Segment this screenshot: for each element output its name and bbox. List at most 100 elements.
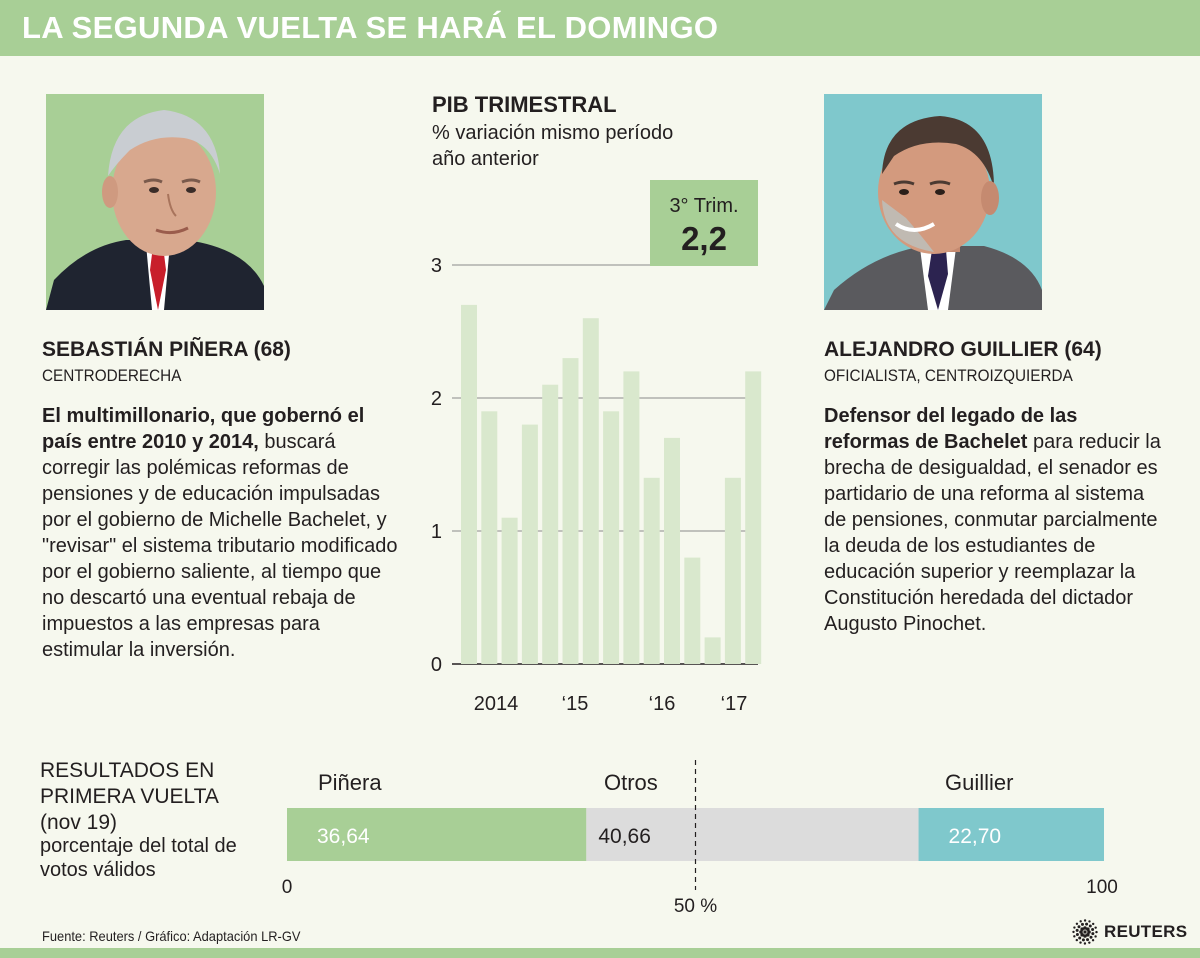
gdp-bar-3 (501, 517, 518, 664)
reuters-dot (1088, 924, 1092, 928)
reuters-dot (1075, 938, 1079, 942)
reuters-dots-icon (1072, 919, 1098, 945)
reuters-logo: REUTERS (1072, 919, 1187, 945)
reuters-dot (1079, 920, 1082, 923)
gdp-bar-14 (724, 477, 741, 664)
reuters-dot (1073, 935, 1076, 938)
reuters-dot (1086, 938, 1090, 942)
results-value-3: 22,70 (949, 825, 1002, 848)
gdp-bar-9 (623, 371, 640, 664)
reuters-dot (1095, 930, 1098, 934)
gdp-bar-1 (461, 304, 477, 664)
gdp-callout-label: 3° Trim. (669, 195, 738, 217)
gdp-bar-11 (664, 437, 680, 664)
gdp-bar-7 (582, 318, 599, 664)
reuters-dot (1091, 932, 1095, 936)
results-axis-min: 0 (282, 877, 293, 898)
reuters-dot (1083, 942, 1087, 945)
reuters-dot (1078, 936, 1082, 940)
gdp-bar-12 (684, 557, 701, 664)
reuters-dot (1094, 926, 1097, 929)
results-value-2: 40,66 (598, 825, 651, 848)
reuters-dot (1088, 920, 1091, 923)
reuters-dot-center (1083, 930, 1087, 934)
pinera-name: SEBASTIÁN PIÑERA (68) (42, 338, 291, 361)
reuters-dot (1079, 930, 1083, 934)
results-description: porcentaje del total de votos válidos (40, 835, 237, 881)
source-note: Fuente: Reuters / Gráfico: Adaptación LR… (42, 928, 301, 944)
reuters-dot (1080, 922, 1084, 926)
results-stacked-bar: 36,64 Piñera 40,66 Otros 22,70 Guillier 0 50 % 1… (282, 760, 1118, 917)
reuters-dot (1085, 922, 1089, 926)
results-bar-2 (586, 808, 919, 861)
gdp-callout-value: 2,2 (681, 220, 727, 257)
gdp-bar-15 (745, 371, 762, 664)
reuters-dot (1079, 941, 1082, 944)
reuters-dot (1091, 938, 1095, 942)
page-title: LA SEGUNDA VUELTA SE HARÁ EL DOMINGO (22, 10, 719, 45)
results-title: RESULTADOS EN PRIMERA VUELTA (nov 19) (40, 758, 270, 836)
guillier-description: Defensor del legado de las reformas de B… (824, 403, 1164, 637)
guillier-name: ALEJANDRO GUILLIER (64) (824, 338, 1102, 361)
reuters-dot (1087, 930, 1091, 934)
reuters-dot (1073, 926, 1076, 929)
reuters-dot (1086, 933, 1090, 937)
reuters-dot (1081, 938, 1085, 942)
results-category-2: Otros (604, 770, 658, 795)
footer-bar (0, 948, 1200, 958)
results-date: (nov 19) (40, 811, 118, 834)
pinera-party: CENTRODERECHA (42, 366, 182, 385)
gdp-x-tick-4: ‘17 (721, 693, 748, 715)
guillier-body: para reducir la brecha de desigualdad, e… (824, 431, 1161, 635)
gdp-x-tick-3: ‘16 (649, 693, 676, 715)
gdp-y-tick-3: 3 (431, 255, 442, 277)
pinera-description: El multimillonario, que gobernó el país … (42, 403, 398, 663)
header-bar: LA SEGUNDA VUELTA SE HARÁ EL DOMINGO (0, 0, 1200, 56)
reuters-dot (1075, 933, 1079, 937)
gdp-chart-title: PIB TRIMESTRAL (432, 92, 617, 117)
gdp-bar-6 (562, 358, 579, 664)
gdp-y-tick-1: 1 (431, 521, 442, 543)
reuters-dot (1083, 919, 1087, 922)
reuters-dot (1094, 935, 1097, 938)
reuters-dot (1072, 930, 1075, 934)
reuters-dot (1088, 941, 1091, 944)
pinera-lead: El multimillonario, que gobernó el país … (42, 405, 365, 453)
gdp-chart-subtitle: % variación mismo período año anterior (432, 122, 674, 170)
results-category-1: Piñera (318, 770, 382, 795)
results-category-3: Guillier (945, 770, 1013, 795)
pinera-photo (46, 94, 264, 310)
gdp-bar-5 (542, 384, 559, 664)
gdp-y-tick-2: 2 (431, 388, 442, 410)
gdp-bar-4 (521, 424, 538, 664)
reuters-dot (1089, 935, 1093, 939)
results-axis-mid: 50 % (674, 896, 717, 917)
pinera-body: buscará corregir las polémicas reformas … (42, 431, 398, 661)
results-heading: RESULTADOS EN PRIMERA VUELTA (40, 759, 219, 808)
gdp-bar-2 (481, 411, 498, 664)
reuters-dot (1086, 927, 1090, 931)
gdp-bar-10 (643, 477, 660, 664)
gdp-y-tick-0: 0 (431, 654, 442, 676)
gdp-bar-chart: 0 1 2 3 2014 ‘15 ‘16 ‘17 3° Trim. 2,2 (431, 180, 762, 715)
reuters-dot (1083, 926, 1087, 930)
results-axis-max: 100 (1086, 877, 1118, 898)
gdp-bar-8 (603, 411, 620, 664)
reuters-dot (1080, 927, 1084, 931)
results-bar-3 (918, 808, 1104, 861)
reuters-dot (1091, 927, 1095, 931)
gdp-x-tick-1: 2014 (474, 693, 519, 715)
reuters-dot (1091, 922, 1095, 926)
gdp-callout-box (650, 180, 758, 266)
gdp-bar-13 (704, 637, 721, 664)
results-bar-1 (287, 808, 587, 861)
guillier-lead: Defensor del legado de las reformas de B… (824, 405, 1078, 453)
reuters-dot (1080, 933, 1084, 937)
guillier-photo (824, 94, 1042, 310)
reuters-dot (1075, 922, 1079, 926)
reuters-dot (1077, 925, 1081, 929)
reuters-dot (1083, 934, 1087, 938)
guillier-party: OFICIALISTA, CENTROIZQUIERDA (824, 366, 1073, 385)
reuters-dot (1075, 928, 1079, 932)
reuters-wordmark: REUTERS (1104, 922, 1188, 941)
